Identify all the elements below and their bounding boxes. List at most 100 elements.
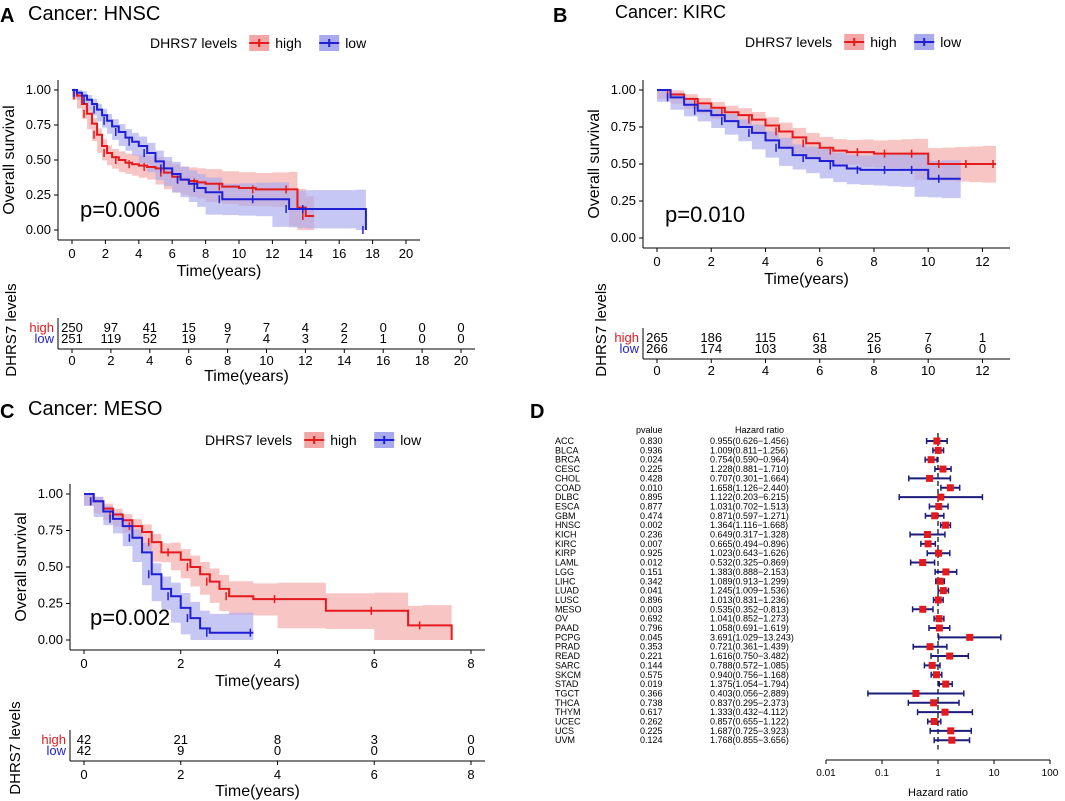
panel-d-hr-point (966, 633, 974, 641)
panel-b-y-tick-label: 1.00 (611, 82, 636, 97)
panel-c-y-tick-label: 1.00 (38, 486, 63, 501)
panel-d-hr-point (933, 437, 941, 445)
panel-a-risk-count: 0 (418, 331, 425, 346)
panel-d-row-pvalue: 0.019 (640, 679, 663, 689)
panel-a-curve-low (72, 89, 367, 230)
panel-a-risk-x-tick-label: 8 (224, 353, 231, 368)
panel-b-risk-row-label-high: high (614, 330, 639, 345)
panel-b-x-tick-label: 2 (708, 254, 715, 269)
panel-b-legend-label-low: low (940, 34, 962, 50)
panel-b-x-tick-label: 12 (975, 254, 989, 269)
panel-c-y-label: Overall survival (13, 512, 30, 621)
panel-c-x-tick-label: 4 (274, 656, 281, 671)
panel-d-row-cancer: TGCT (555, 688, 580, 698)
panel-a-x-tick-label: 0 (68, 246, 75, 261)
panel-d-row-cancer: THCA (555, 698, 580, 708)
panel-c-x-tick-label: 0 (80, 656, 87, 671)
panel-d-row-pvalue: 0.895 (640, 492, 663, 502)
panel-d-row-pvalue: 0.221 (640, 651, 663, 661)
panel-b-risk-count: 115 (755, 330, 776, 345)
panel-d-row-hr-text: 1.041(0.852−1.273) (710, 614, 789, 624)
panel-b-y-tick-label: 0.25 (611, 193, 636, 208)
panel-d-row-hr-text: 0.403(0.056−2.889) (710, 688, 789, 698)
panel-d-row-cancer: UCS (555, 726, 574, 736)
panel-d-col-header-hr: Hazard ratio (735, 425, 784, 435)
panel-d-hr-point (946, 652, 954, 660)
panel-d-row-cancer: ESCA (555, 501, 580, 511)
panel-d-row-hr-text: 1.031(0.702−1.513) (710, 501, 789, 511)
panel-b-risk-count: 0 (979, 341, 986, 356)
panel-d-hr-point (934, 446, 942, 454)
panel-d-row-hr-text: 0.857(0.655−1.122) (710, 717, 789, 727)
panel-d-hr-point (948, 736, 956, 744)
panel-d-row-hr-text: 1.009(0.811−1.256) (710, 445, 788, 455)
panel-d-row-pvalue: 0.003 (640, 604, 663, 614)
panel-b-risk-count: 103 (755, 341, 777, 356)
panel-d-row-pvalue: 0.575 (640, 670, 663, 680)
panel-d-row-cancer: SKCM (555, 670, 581, 680)
panel-a-legend-title: DHRS7 levels (150, 35, 237, 51)
panel-d-row-hr-text: 0.535(0.352−0.813) (710, 604, 789, 614)
panel-a-y-tick-label: 0.50 (26, 152, 51, 167)
panel-d-row-hr-text: 1.089(0.913−1.299) (710, 576, 789, 586)
panel-d-row-pvalue: 0.738 (640, 698, 663, 708)
panel-a-title: Cancer: HNSC (28, 3, 160, 25)
panel-d-hr-point (923, 531, 931, 538)
panel-d-letter: D (530, 401, 544, 423)
panel-d-row-pvalue: 0.151 (640, 567, 663, 577)
panel-a-risk-x-tick-label: 16 (376, 353, 390, 368)
panel-d-row-cancer: CHOL (555, 473, 580, 483)
panel-c-x-label: Time(years) (215, 673, 300, 690)
panel-a-risk-x-tick-label: 20 (454, 353, 468, 368)
panel-b-y-tick-label: 0.00 (611, 230, 636, 245)
panel-d-row-hr-text: 1.023(0.643−1.626) (710, 548, 789, 558)
panel-d-row-hr-text: 1.687(0.725−3.923) (710, 726, 789, 736)
panel-a-legend-label-low: low (345, 35, 367, 51)
panel-c-risk-count: 0 (274, 743, 281, 758)
panel-a-legend-label-high: high (275, 35, 301, 51)
panel-d-row-pvalue: 0.024 (640, 455, 663, 465)
panel-a-risk-count: 97 (104, 320, 118, 335)
panel-d-row-pvalue: 0.236 (640, 530, 663, 540)
panel-c-legend-label-low: low (400, 432, 422, 448)
panel-d-row-cancer: PCPG (555, 632, 581, 642)
panel-d-row-hr-text: 1.768(0.855−3.656) (710, 735, 789, 745)
panel-d-hr-point (939, 587, 947, 595)
panel-c-risk-count: 3 (371, 732, 378, 747)
panel-b-curve-high (657, 89, 996, 165)
panel-b-x-label: Time(years) (764, 271, 849, 288)
panel-a-letter: A (0, 5, 14, 27)
panel-d-row-pvalue: 0.225 (640, 464, 663, 474)
panel-c-risk-count: 8 (274, 732, 281, 747)
panel-d-row-cancer: KICH (555, 530, 577, 540)
panel-a-y-tick-label: 0.00 (26, 222, 51, 237)
panel-b-x-tick-label: 6 (816, 254, 823, 269)
panel-c-pvalue: p=0.002 (90, 605, 170, 630)
panel-c-x-tick-label: 6 (371, 656, 378, 671)
panel-c-risk-x-tick-label: 8 (467, 767, 474, 782)
panel-c-risk-count: 0 (371, 743, 378, 758)
panel-d-row-hr-text: 0.837(0.295−2.373) (710, 698, 789, 708)
panel-d-hr-point (942, 680, 950, 688)
panel-d-row-hr-text: 0.649(0.317−1.328) (710, 530, 789, 540)
panel-b-y-tick-label: 0.50 (611, 156, 636, 171)
panel-d-row-hr-text: 0.754(0.590−0.964) (710, 455, 789, 465)
panel-d-row-cancer: DLBC (555, 492, 580, 502)
panel-b-legend-label-high: high (870, 34, 896, 50)
panel-a-x-tick-label: 4 (135, 246, 142, 261)
panel-b-risk-count: 186 (700, 330, 722, 345)
panel-a-curve-high (72, 89, 315, 217)
panel-a-x-tick-label: 18 (365, 246, 379, 261)
panel-d-row-hr-text: 1.658(1.126−2.440) (710, 483, 789, 493)
panel-b-x-tick-label: 0 (653, 254, 660, 269)
panel-d-row-cancer: ACC (555, 436, 575, 446)
panel-a-risk-count: 119 (101, 331, 122, 346)
panel-c-y-tick-label: 0.75 (38, 523, 63, 538)
panel-c-y-tick-label: 0.00 (38, 632, 63, 647)
panel-d-row-hr-text: 0.788(0.572−1.085) (710, 660, 789, 670)
panel-d-row-hr-text: 1.364(1.116−1.668) (710, 520, 788, 530)
panel-d-row-pvalue: 0.692 (640, 614, 663, 624)
panel-a-x-tick-label: 2 (102, 246, 109, 261)
panel-c-title: Cancer: MESO (28, 398, 162, 420)
panel-d-row-cancer: BRCA (555, 455, 580, 465)
